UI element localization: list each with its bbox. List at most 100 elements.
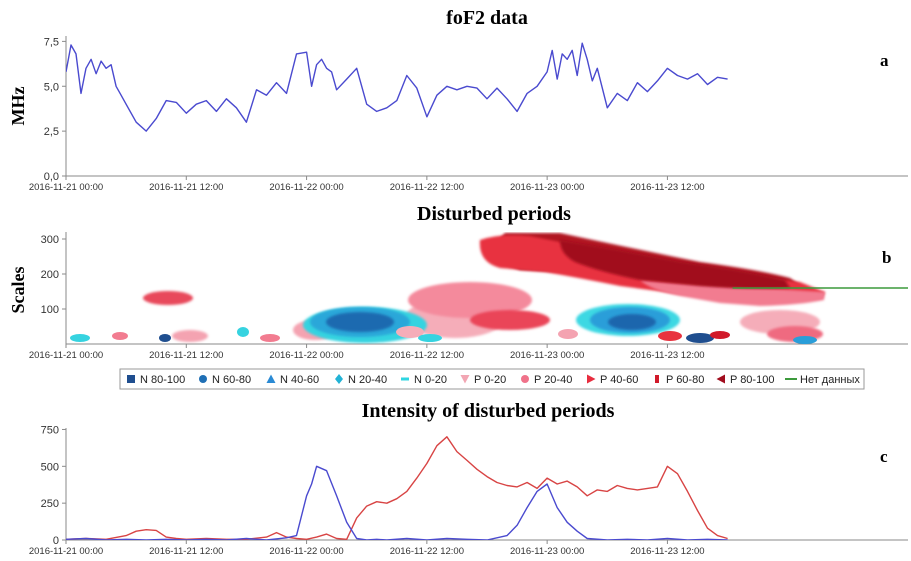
legend-label: N 40-60 — [280, 374, 319, 386]
panel-a-title: foF2 data — [446, 7, 528, 29]
panel-b-ylabel: Scales — [8, 267, 28, 314]
x-tick-label: 2016-11-23 00:00 — [510, 546, 584, 557]
y-tick-label: 0 — [53, 535, 59, 547]
legend-items: N 80-100 N 60-80 N 40-60 N 20-40 N 0-20 P 0-2… — [127, 374, 860, 386]
x-tick-label: 2016-11-23 12:00 — [630, 350, 704, 361]
panel-b-title: Disturbed periods — [417, 203, 571, 225]
x-tick-label: 2016-11-22 00:00 — [269, 350, 343, 361]
x-tick-label: 2016-11-21 00:00 — [29, 182, 103, 193]
blob-12 — [793, 336, 817, 344]
y-tick-label: 2,5 — [44, 126, 59, 138]
legend-label: N 60-80 — [212, 374, 251, 386]
legend-item: N 0-20 — [401, 374, 447, 386]
x-tick-label: 2016-11-22 12:00 — [390, 182, 464, 193]
x-tick-label: 2016-11-22 00:00 — [269, 546, 343, 557]
legend-label: P 20-40 — [534, 374, 572, 386]
region-n60-80-b — [608, 314, 656, 330]
legend-marker — [199, 375, 207, 383]
panel-a-axes: 0,0 2,5 5,0 7,5 2016-11-21 00:00 2016-11-21 1… — [29, 36, 908, 193]
legend-label: P 0-20 — [474, 374, 506, 386]
panel-c-title: Intensity of disturbed periods — [362, 400, 615, 422]
legend-label: P 80-100 — [730, 374, 774, 386]
blob-1 — [70, 334, 90, 342]
intensity-series-1 — [66, 436, 728, 540]
intensity-series-2 — [66, 465, 728, 540]
legend-item: N 60-80 — [199, 374, 251, 386]
y-tick-label: 0,0 — [44, 171, 59, 183]
x-tick-label: 2016-11-22 12:00 — [390, 546, 464, 557]
y-tick-label: 100 — [41, 304, 59, 316]
y-tick-label: 7,5 — [44, 36, 59, 48]
panel-a-letter: a — [880, 51, 889, 70]
legend-marker — [716, 374, 725, 384]
y-tick-label: 750 — [41, 424, 59, 436]
blob-8 — [558, 329, 578, 339]
x-tick-label: 2016-11-23 12:00 — [630, 546, 704, 557]
x-tick-label: 2016-11-21 00:00 — [29, 350, 103, 361]
y-tick-label: 250 — [41, 498, 59, 510]
x-tick-label: 2016-11-23 00:00 — [510, 350, 584, 361]
legend-label: N 0-20 — [414, 374, 447, 386]
legend-label: N 80-100 — [140, 374, 185, 386]
legend-marker — [127, 375, 135, 383]
legend-marker — [587, 374, 596, 384]
legend-item: P 20-40 — [521, 374, 572, 386]
region-p80-100-core — [560, 240, 790, 289]
region-p0-20-e — [172, 330, 208, 342]
panel-a-ylabel: MHz — [8, 87, 28, 126]
legend-item: P 60-80 — [655, 374, 704, 386]
x-tick-label: 2016-11-21 12:00 — [149, 350, 223, 361]
legend-item: P 40-60 — [587, 374, 638, 386]
legend-item: N 40-60 — [266, 374, 319, 386]
x-tick-label: 2016-11-21 12:00 — [149, 182, 223, 193]
legend-marker — [335, 374, 343, 384]
legend-marker — [521, 375, 529, 383]
legend-item: P 80-100 — [716, 374, 774, 386]
legend-marker — [655, 375, 659, 383]
y-tick-label: 200 — [41, 269, 59, 281]
blob-2 — [112, 332, 128, 340]
panel-c-letter: c — [880, 447, 888, 466]
x-tick-label: 2016-11-22 12:00 — [390, 350, 464, 361]
y-tick-label: 5,0 — [44, 81, 59, 93]
legend-marker — [266, 374, 276, 383]
blob-3 — [159, 334, 171, 342]
panel-b-letter: b — [882, 248, 891, 267]
legend-marker — [460, 375, 470, 384]
blob-9 — [658, 331, 682, 341]
region-p20-40-main — [640, 280, 825, 306]
panel-b-heatmap — [70, 233, 825, 344]
panel-c-axes: 0 250 500 750 2016-11-21 00:00 2016-11-21 12:… — [29, 424, 908, 557]
y-tick-label: 300 — [41, 234, 59, 246]
legend-marker — [401, 377, 409, 381]
y-tick-label: 500 — [41, 461, 59, 473]
legend-label: Нет данных — [800, 374, 860, 386]
blob-7 — [418, 334, 442, 342]
x-tick-label: 2016-11-21 12:00 — [149, 546, 223, 557]
legend-label: P 40-60 — [600, 374, 638, 386]
blob-10 — [686, 333, 714, 343]
legend-label: N 20-40 — [348, 374, 387, 386]
panel-c-plot — [66, 436, 728, 540]
x-tick-label: 2016-11-23 00:00 — [510, 182, 584, 193]
legend-item: P 0-20 — [460, 374, 506, 386]
legend-label: P 60-80 — [666, 374, 704, 386]
region-p40-60-b — [470, 310, 550, 330]
blob-5 — [260, 334, 280, 342]
legend-item: N 20-40 — [335, 374, 387, 386]
region-n60-80-a — [326, 312, 394, 332]
panel-b-axes: 100 200 300 2016-11-21 00:00 2016-11-21 12:0… — [29, 232, 908, 361]
x-tick-label: 2016-11-23 12:00 — [630, 182, 704, 193]
blob-6 — [396, 326, 424, 338]
blob-11 — [710, 331, 730, 339]
x-tick-label: 2016-11-22 00:00 — [269, 182, 343, 193]
x-tick-label: 2016-11-21 00:00 — [29, 546, 103, 557]
region-p20-40-d — [143, 291, 193, 305]
region-p20-40-b — [408, 282, 532, 318]
legend-box — [119, 368, 865, 390]
legend-item: N 80-100 — [127, 374, 185, 386]
blob-4 — [237, 327, 249, 337]
panel-a-plot — [66, 42, 728, 132]
legend: N 80-100 N 60-80 N 40-60 N 20-40 N 0-20 P 0-2… — [119, 368, 865, 390]
